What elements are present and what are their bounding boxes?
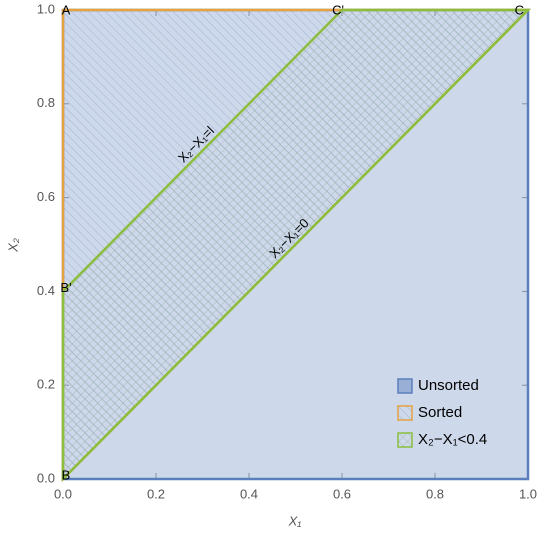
point-label: B (62, 467, 71, 482)
point-label: B' (60, 280, 71, 295)
legend-label: Unsorted (418, 377, 479, 394)
y-tick-label: 0.2 (37, 377, 55, 392)
y-axis-label: X₂ (5, 238, 20, 253)
legend-swatch (397, 432, 413, 448)
x-tick-label: 1.0 (519, 486, 537, 501)
x-tick-label: 0.8 (426, 486, 444, 501)
y-tick-label: 0.0 (37, 470, 55, 485)
y-tick-label: 0.8 (37, 95, 55, 110)
x-tick-label: 0.6 (333, 486, 351, 501)
legend-label: X₂−X₁<0.4 (418, 431, 487, 448)
y-tick-label: 0.6 (37, 189, 55, 204)
x-axis-label: X₁ (288, 513, 302, 528)
legend-swatch (397, 405, 413, 421)
legend-label: Sorted (418, 404, 462, 421)
point-label: C (515, 2, 524, 17)
point-label: C' (332, 2, 344, 17)
x-tick-label: 0.0 (54, 486, 72, 501)
x-tick-label: 0.4 (240, 486, 258, 501)
x-tick-label: 0.2 (147, 486, 165, 501)
point-label: A (62, 2, 71, 17)
legend-swatch (397, 378, 413, 394)
y-tick-label: 1.0 (37, 1, 55, 16)
y-tick-label: 0.4 (37, 283, 55, 298)
region (61, 8, 531, 483)
